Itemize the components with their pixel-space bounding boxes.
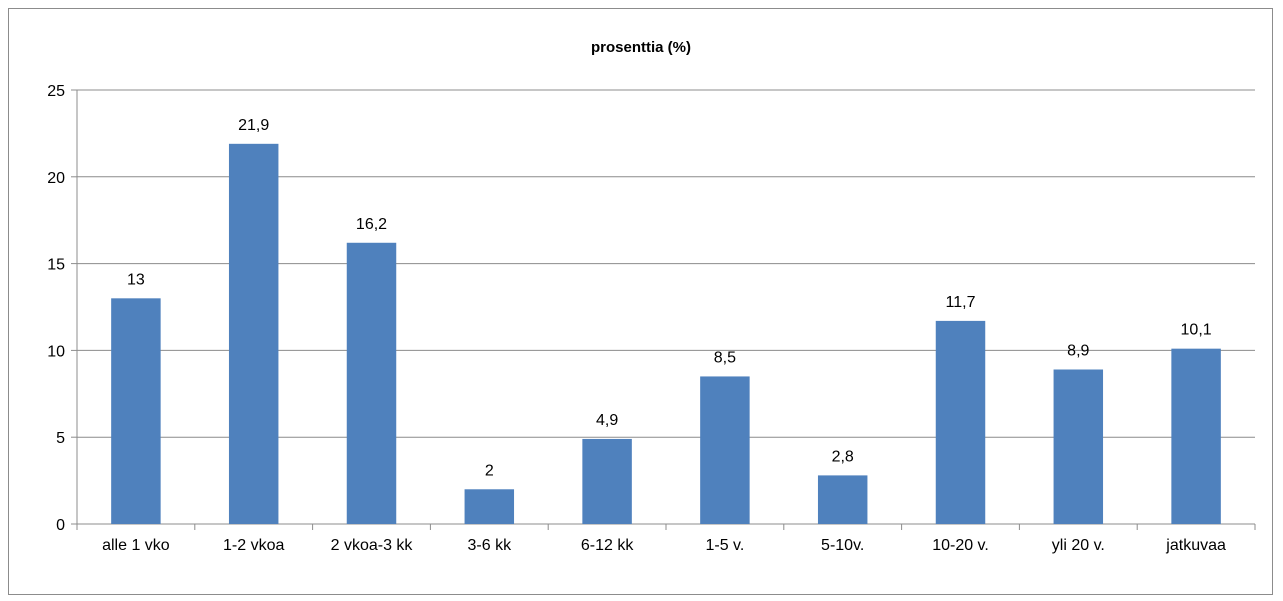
data-label-9: 10,1 [1181, 322, 1212, 339]
data-label-6: 2,8 [832, 448, 854, 465]
x-tick-label-6: 5-10v. [821, 537, 864, 554]
data-label-1: 21,9 [238, 117, 269, 134]
chart-title: prosenttia (%) [591, 39, 691, 56]
data-label-4: 4,9 [596, 412, 618, 429]
x-tick-label-4: 6-12 kk [581, 537, 634, 554]
bar-3 [464, 489, 515, 524]
bar-4 [582, 438, 632, 524]
bar-2 [346, 242, 397, 524]
bars [111, 143, 1221, 525]
bar-6 [817, 475, 868, 524]
x-tick-label-7: 10-20 v. [932, 537, 989, 554]
y-tick-label: 20 [47, 170, 65, 187]
bar-8 [1053, 369, 1104, 524]
bar-9 [1171, 348, 1221, 524]
y-tick-label: 25 [47, 83, 65, 100]
y-tick-label: 10 [47, 343, 65, 360]
data-label-2: 16,2 [356, 216, 387, 233]
data-label-8: 8,9 [1067, 342, 1089, 359]
x-tick-label-9: jatkuvaa [1165, 537, 1226, 554]
x-tick-label-0: alle 1 vko [102, 537, 170, 554]
data-label-3: 2 [485, 462, 494, 479]
x-tick-label-2: 2 vkoa-3 kk [331, 537, 414, 554]
x-tick-label-8: yli 20 v. [1052, 537, 1105, 554]
x-tick-label-3: 3-6 kk [468, 537, 513, 554]
y-tick-label: 15 [47, 257, 65, 274]
bar-7 [935, 320, 986, 524]
data-labels: 13 21,9 16,2 2 4,9 8,5 2,8 11,7 8,9 10,1 [127, 117, 1212, 479]
x-tick-label-1: 1-2 vkoa [223, 537, 284, 554]
y-tick-label: 0 [56, 517, 65, 534]
data-label-5: 8,5 [714, 349, 736, 366]
bar-5 [700, 376, 750, 524]
data-label-7: 11,7 [946, 294, 976, 311]
data-label-0: 13 [127, 271, 145, 288]
x-axis: alle 1 vko 1-2 vkoa 2 vkoa-3 kk 3-6 kk 6-12 … [76, 523, 1256, 554]
y-axis: 0 5 10 15 20 25 [47, 83, 78, 534]
bar-1 [228, 143, 279, 525]
y-tick-label: 5 [56, 430, 65, 447]
x-tick-label-5: 1-5 v. [705, 537, 744, 554]
bar-0 [111, 298, 161, 524]
